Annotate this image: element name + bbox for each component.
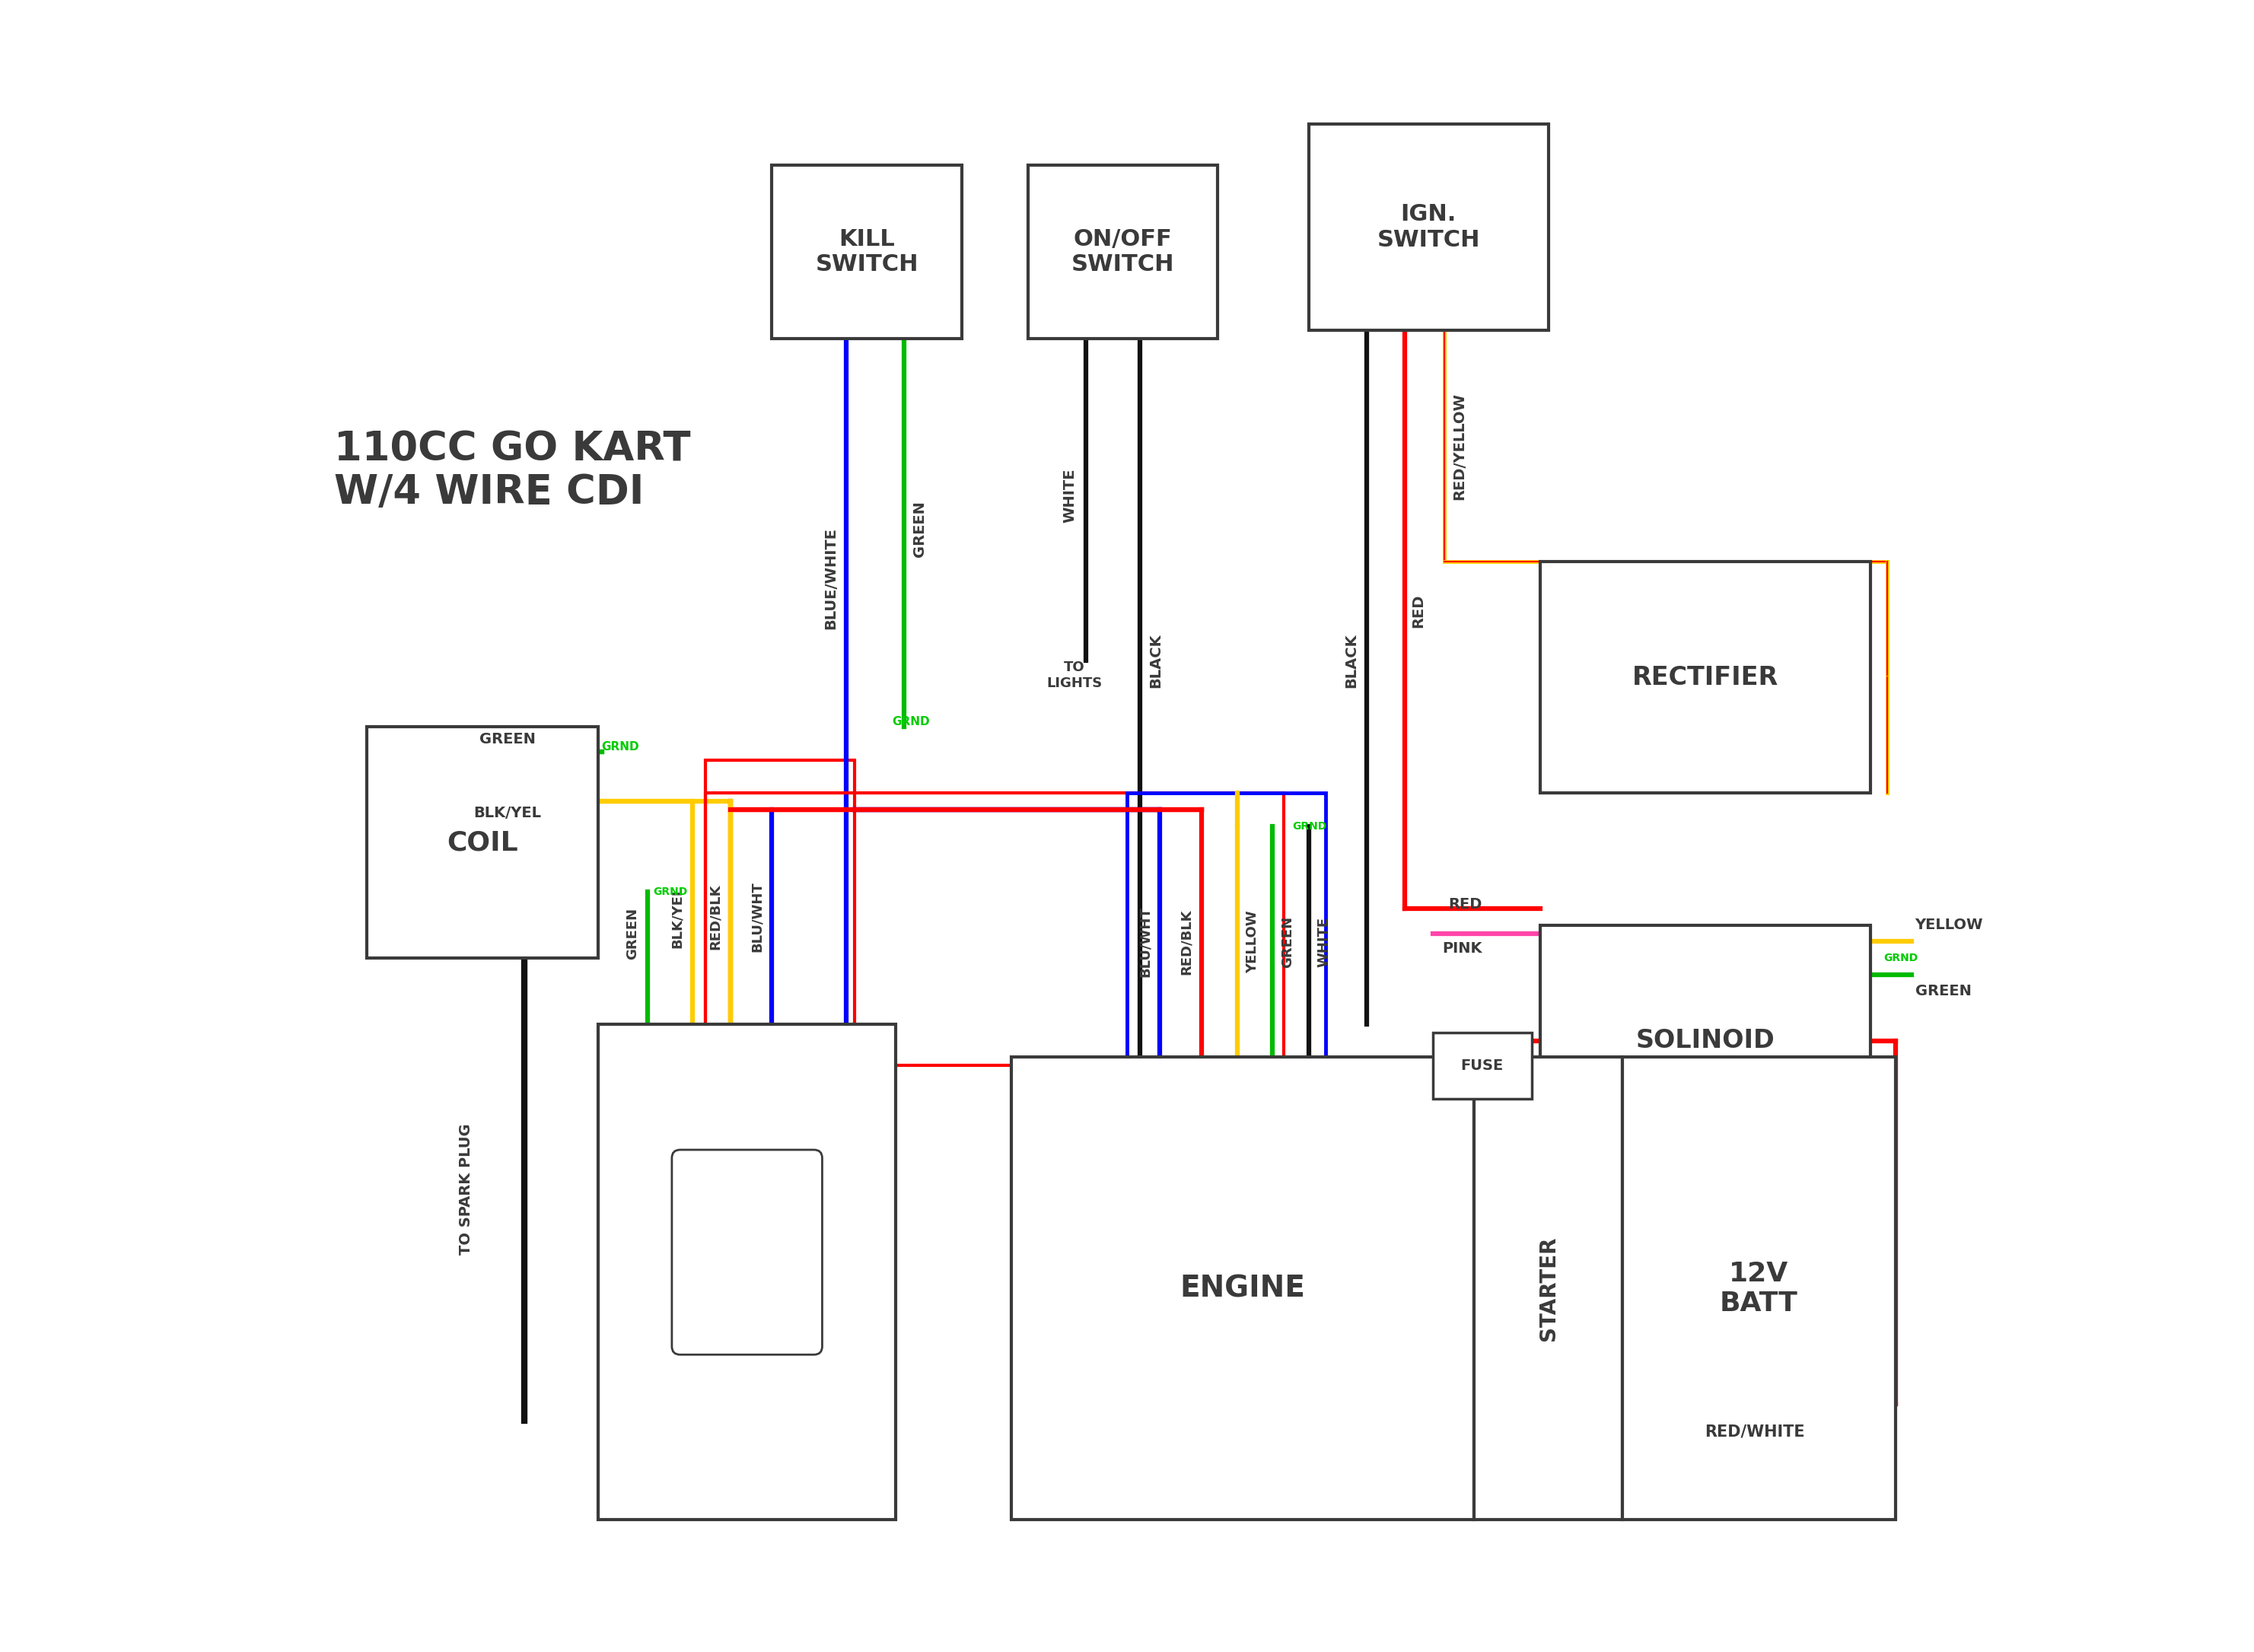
Text: GREEN: GREEN <box>1280 915 1294 968</box>
Text: TO
LIGHTS: TO LIGHTS <box>1046 661 1102 691</box>
Text: RED: RED <box>1449 897 1483 912</box>
Text: BLUE/WHITE: BLUE/WHITE <box>823 527 838 629</box>
Text: RED/BLK: RED/BLK <box>708 884 721 950</box>
FancyBboxPatch shape <box>367 727 597 958</box>
Text: FUSE: FUSE <box>1461 1059 1503 1072</box>
Text: COIL: COIL <box>446 829 518 856</box>
Text: RECTIFIER: RECTIFIER <box>1632 664 1778 691</box>
FancyBboxPatch shape <box>1028 165 1217 339</box>
Text: GRND: GRND <box>654 887 687 897</box>
Text: RED/BLK: RED/BLK <box>1179 909 1192 975</box>
FancyBboxPatch shape <box>1539 925 1871 1156</box>
Text: PINK: PINK <box>1443 942 1483 957</box>
Text: 110CC GO KART
W/4 WIRE CDI: 110CC GO KART W/4 WIRE CDI <box>334 430 690 512</box>
Text: TO SPARK PLUG: TO SPARK PLUG <box>460 1123 473 1256</box>
Text: BLK/YEL: BLK/YEL <box>473 806 541 821</box>
Text: BLU/WHT: BLU/WHT <box>1138 907 1152 976</box>
Text: YELLOW: YELLOW <box>1246 910 1260 973</box>
Text: RED/YELLOW: RED/YELLOW <box>1452 393 1467 499</box>
Text: KILL
SWITCH: KILL SWITCH <box>816 228 917 276</box>
Text: RED/WHITE: RED/WHITE <box>1704 1424 1805 1439</box>
FancyBboxPatch shape <box>1012 1057 1474 1520</box>
Text: GRND: GRND <box>1884 953 1918 963</box>
Text: BLK/YEL: BLK/YEL <box>669 885 685 948</box>
FancyBboxPatch shape <box>771 165 962 339</box>
Text: ON/OFF
SWITCH: ON/OFF SWITCH <box>1071 228 1174 276</box>
Text: BLACK: BLACK <box>1343 634 1359 687</box>
Text: BLACK: BLACK <box>1150 634 1163 687</box>
Text: GRND: GRND <box>602 742 640 752</box>
FancyBboxPatch shape <box>1539 562 1871 793</box>
FancyBboxPatch shape <box>1474 1057 1623 1520</box>
Text: YELLOW: YELLOW <box>1916 919 1984 932</box>
Text: GREEN: GREEN <box>627 907 640 960</box>
FancyBboxPatch shape <box>672 1150 823 1355</box>
Text: WHITE: WHITE <box>1064 469 1077 522</box>
FancyBboxPatch shape <box>1623 1057 1896 1520</box>
Text: WHITE: WHITE <box>1316 917 1330 966</box>
Text: ENGINE: ENGINE <box>1179 1274 1305 1303</box>
Text: CDI: CDI <box>719 1257 775 1287</box>
Text: SOLINOID: SOLINOID <box>1636 1028 1774 1054</box>
Text: GRND: GRND <box>893 717 931 727</box>
FancyBboxPatch shape <box>1310 124 1548 330</box>
Text: 12V
BATT: 12V BATT <box>1720 1260 1799 1317</box>
Text: RED: RED <box>1411 595 1425 628</box>
Text: GREEN: GREEN <box>913 501 926 557</box>
Text: IGN.
SWITCH: IGN. SWITCH <box>1377 203 1481 251</box>
Text: GRND: GRND <box>1292 821 1328 831</box>
Text: STARTER: STARTER <box>1537 1236 1560 1341</box>
FancyBboxPatch shape <box>597 1024 895 1520</box>
FancyBboxPatch shape <box>1434 1032 1533 1099</box>
Text: BLU/WHT: BLU/WHT <box>751 882 764 952</box>
Text: GREEN: GREEN <box>480 732 536 747</box>
Text: GREEN: GREEN <box>1916 985 1972 998</box>
